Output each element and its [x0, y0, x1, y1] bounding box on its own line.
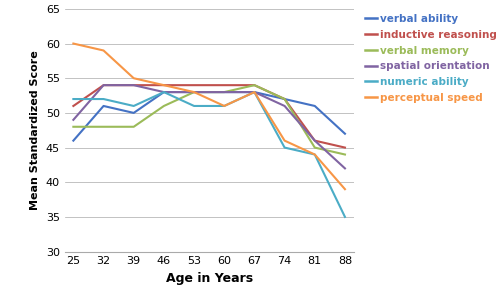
Line: spatial orientation: spatial orientation: [73, 85, 345, 168]
verbal memory: [221, 90, 227, 94]
numeric ability: [342, 215, 348, 219]
perceptual speed: [131, 76, 137, 80]
Line: verbal memory: verbal memory: [73, 85, 345, 155]
verbal ability: [101, 104, 107, 108]
numeric ability: [131, 104, 137, 108]
numeric ability: [101, 97, 107, 101]
perceptual speed: [281, 139, 287, 142]
perceptual speed: [191, 90, 197, 94]
verbal memory: [131, 125, 137, 128]
numeric ability: [312, 153, 318, 156]
spatial orientation: [221, 90, 227, 94]
inductive reasoning: [70, 104, 76, 108]
spatial orientation: [70, 118, 76, 122]
verbal memory: [312, 146, 318, 149]
spatial orientation: [161, 90, 167, 94]
verbal ability: [70, 139, 76, 142]
spatial orientation: [342, 167, 348, 170]
numeric ability: [191, 104, 197, 108]
numeric ability: [161, 90, 167, 94]
verbal memory: [70, 125, 76, 128]
perceptual speed: [312, 153, 318, 156]
verbal memory: [342, 153, 348, 156]
perceptual speed: [101, 49, 107, 52]
verbal ability: [312, 104, 318, 108]
perceptual speed: [251, 90, 257, 94]
verbal memory: [161, 104, 167, 108]
verbal ability: [131, 111, 137, 115]
verbal memory: [101, 125, 107, 128]
perceptual speed: [342, 187, 348, 191]
spatial orientation: [131, 83, 137, 87]
Line: inductive reasoning: inductive reasoning: [73, 85, 345, 148]
spatial orientation: [251, 90, 257, 94]
inductive reasoning: [191, 83, 197, 87]
Y-axis label: Mean Standardized Score: Mean Standardized Score: [30, 50, 40, 210]
perceptual speed: [221, 104, 227, 108]
Line: verbal ability: verbal ability: [73, 92, 345, 141]
Line: numeric ability: numeric ability: [73, 92, 345, 217]
spatial orientation: [312, 139, 318, 142]
verbal ability: [161, 90, 167, 94]
inductive reasoning: [342, 146, 348, 149]
inductive reasoning: [312, 139, 318, 142]
X-axis label: Age in Years: Age in Years: [166, 272, 252, 285]
inductive reasoning: [101, 83, 107, 87]
verbal ability: [191, 90, 197, 94]
verbal ability: [342, 132, 348, 136]
numeric ability: [281, 146, 287, 149]
inductive reasoning: [251, 83, 257, 87]
spatial orientation: [281, 104, 287, 108]
verbal ability: [281, 97, 287, 101]
inductive reasoning: [161, 83, 167, 87]
spatial orientation: [191, 90, 197, 94]
inductive reasoning: [281, 97, 287, 101]
numeric ability: [70, 97, 76, 101]
numeric ability: [221, 104, 227, 108]
inductive reasoning: [131, 83, 137, 87]
Line: perceptual speed: perceptual speed: [73, 44, 345, 189]
spatial orientation: [101, 83, 107, 87]
verbal memory: [251, 83, 257, 87]
inductive reasoning: [221, 83, 227, 87]
numeric ability: [251, 90, 257, 94]
verbal memory: [191, 90, 197, 94]
verbal ability: [221, 90, 227, 94]
perceptual speed: [161, 83, 167, 87]
Legend: verbal ability, inductive reasoning, verbal memory, spatial orientation, numeric: verbal ability, inductive reasoning, ver…: [365, 14, 497, 103]
perceptual speed: [70, 42, 76, 45]
verbal ability: [251, 90, 257, 94]
verbal memory: [281, 97, 287, 101]
